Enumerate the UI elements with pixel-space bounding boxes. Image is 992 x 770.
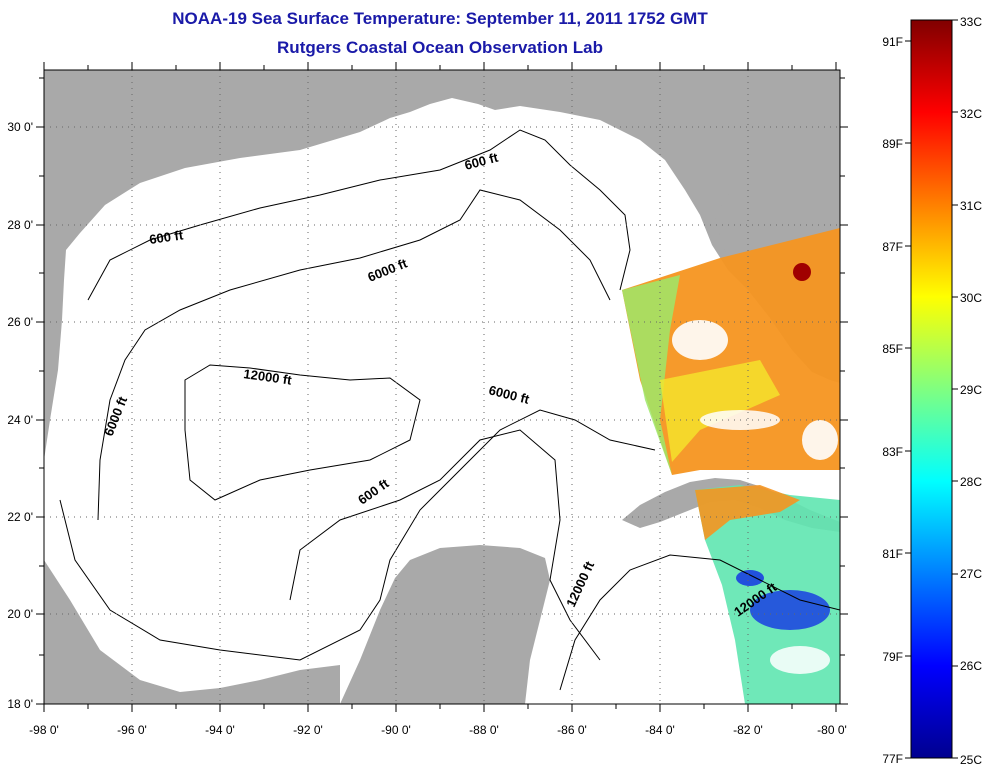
sst-cold-patch xyxy=(736,570,764,586)
bathymetry-contours xyxy=(59,129,840,691)
contour-600ft-south xyxy=(289,429,601,661)
lon-tick-label: -80 0' xyxy=(817,723,847,737)
lon-tick-label: -82 0' xyxy=(733,723,763,737)
mexico-south-coast xyxy=(44,560,340,704)
map-subtitle: Rutgers Coastal Ocean Observation Lab xyxy=(277,38,603,57)
lat-tick-label: 24 0' xyxy=(7,413,33,427)
sst-warm-lake xyxy=(793,263,811,281)
lon-tick-label: -86 0' xyxy=(557,723,587,737)
colorbar: 33C 32C 31C 30C 29C 28C 27C 26C 25C 91F … xyxy=(882,15,982,767)
map-frame xyxy=(43,69,841,705)
sst-cloud-patch xyxy=(770,646,830,674)
colorbar-gradient xyxy=(910,19,953,759)
contour-12000ft-south xyxy=(559,554,840,691)
colorbar-c-label: 26C xyxy=(960,659,982,673)
colorbar-f-label: 81F xyxy=(882,547,903,561)
lon-tick-label: -96 0' xyxy=(117,723,147,737)
colorbar-c-label: 25C xyxy=(960,753,982,767)
colorbar-c-label: 27C xyxy=(960,567,982,581)
gulf-water xyxy=(44,98,840,704)
colorbar-c-label: 31C xyxy=(960,199,982,213)
colorbar-f-label: 85F xyxy=(882,342,903,356)
map-title: NOAA-19 Sea Surface Temperature: Septemb… xyxy=(172,9,708,28)
colorbar-f-label: 79F xyxy=(882,650,903,664)
map-area: 600 ft 600 ft 6000 ft 12000 ft 6000 ft 6… xyxy=(44,70,840,704)
lat-tick-label: 28 0' xyxy=(7,218,33,232)
contour-6000ft xyxy=(97,189,611,521)
colorbar-c-label: 30C xyxy=(960,291,982,305)
colorbar-f-label: 91F xyxy=(882,35,903,49)
lon-tick-label: -98 0' xyxy=(29,723,59,737)
lat-tick-label: 30 0' xyxy=(7,120,33,134)
sst-cloud-patch xyxy=(802,420,838,460)
lon-tick-label: -88 0' xyxy=(469,723,499,737)
sst-swath-caribbean-orange xyxy=(695,485,800,540)
lat-tick-label: 20 0' xyxy=(7,607,33,621)
yucatan-peninsula xyxy=(340,545,550,704)
sst-cold-patch xyxy=(750,590,830,630)
lat-tick-label: 26 0' xyxy=(7,315,33,329)
lon-tick-label: -84 0' xyxy=(645,723,675,737)
contour-label: 600 ft xyxy=(148,227,184,247)
colorbar-f-label: 87F xyxy=(882,240,903,254)
lon-tick-label: -90 0' xyxy=(381,723,411,737)
contour-600ft xyxy=(87,129,631,301)
lon-tick-label: -92 0' xyxy=(293,723,323,737)
contour-6000ft-south xyxy=(59,409,656,661)
lat-tick-label: 18 0' xyxy=(7,697,33,711)
colorbar-f-label: 89F xyxy=(882,137,903,151)
graticule xyxy=(44,70,840,704)
tick-marks xyxy=(36,62,848,712)
colorbar-f-label: 83F xyxy=(882,445,903,459)
colorbar-c-label: 28C xyxy=(960,475,982,489)
lon-tick-label: -94 0' xyxy=(205,723,235,737)
colorbar-c-label: 32C xyxy=(960,107,982,121)
sst-swath-florida-green xyxy=(622,275,680,475)
colorbar-c-label: 33C xyxy=(960,15,982,29)
contour-label: 12000 ft xyxy=(243,366,294,388)
contour-12000ft xyxy=(184,364,421,501)
lat-tick-label: 22 0' xyxy=(7,510,33,524)
sst-swath-florida-yellow xyxy=(660,360,780,462)
colorbar-f-label: 77F xyxy=(882,752,903,766)
sst-cloud-patch xyxy=(672,320,728,360)
colorbar-c-label: 29C xyxy=(960,383,982,397)
